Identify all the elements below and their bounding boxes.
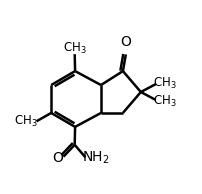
Text: CH$_3$: CH$_3$ [14,114,37,129]
Text: O: O [120,36,131,49]
Text: O: O [53,151,63,165]
Text: CH$_3$: CH$_3$ [63,41,86,56]
Text: CH$_3$: CH$_3$ [153,94,177,108]
Text: NH$_2$: NH$_2$ [82,150,109,166]
Text: CH$_3$: CH$_3$ [153,75,177,91]
